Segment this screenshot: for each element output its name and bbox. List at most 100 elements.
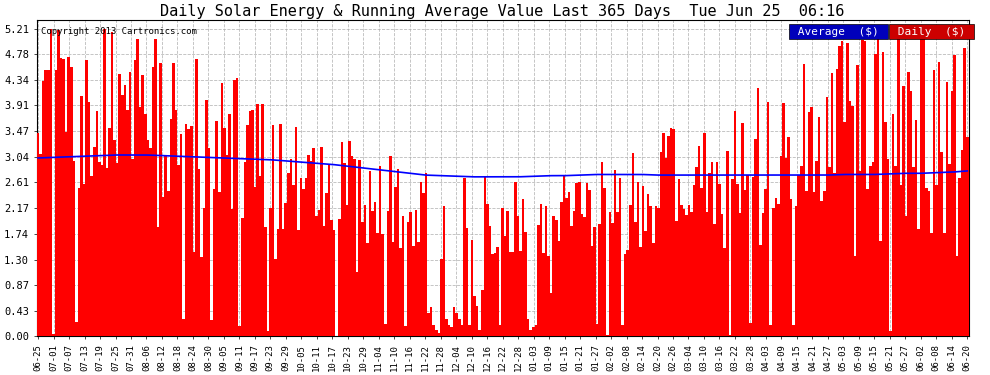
Bar: [67, 57, 70, 336]
Bar: [629, 206, 632, 336]
Bar: [326, 193, 328, 336]
Bar: [42, 81, 45, 336]
Bar: [803, 64, 805, 336]
Bar: [45, 70, 47, 336]
Bar: [624, 254, 627, 336]
Bar: [379, 166, 381, 336]
Bar: [785, 158, 787, 336]
Bar: [805, 191, 808, 336]
Bar: [471, 240, 473, 336]
Bar: [813, 192, 816, 336]
Bar: [151, 68, 154, 336]
Bar: [834, 173, 836, 336]
Bar: [555, 219, 557, 336]
Bar: [77, 189, 80, 336]
Bar: [892, 114, 895, 336]
Bar: [361, 222, 363, 336]
Bar: [826, 98, 828, 336]
Bar: [341, 142, 344, 336]
Bar: [57, 30, 59, 336]
Bar: [729, 335, 732, 336]
Bar: [923, 28, 925, 336]
Bar: [258, 176, 261, 336]
Bar: [743, 190, 746, 336]
Bar: [376, 233, 379, 336]
Bar: [420, 182, 423, 336]
Bar: [452, 307, 455, 336]
Text: Average  ($): Average ($): [791, 27, 886, 37]
Bar: [567, 192, 570, 336]
Bar: [114, 140, 116, 336]
Bar: [103, 28, 106, 336]
Bar: [174, 110, 177, 336]
Bar: [746, 175, 749, 336]
Bar: [366, 243, 368, 336]
Bar: [119, 74, 121, 336]
Bar: [931, 233, 933, 336]
Bar: [438, 333, 441, 336]
Bar: [601, 162, 604, 336]
Bar: [902, 86, 905, 336]
Bar: [774, 198, 777, 336]
Bar: [417, 242, 420, 336]
Bar: [284, 202, 287, 336]
Bar: [635, 222, 637, 336]
Bar: [381, 234, 384, 336]
Bar: [402, 216, 404, 336]
Bar: [371, 211, 374, 336]
Bar: [540, 204, 543, 336]
Bar: [565, 198, 567, 336]
Bar: [415, 210, 417, 336]
Bar: [895, 166, 897, 336]
Bar: [646, 194, 649, 336]
Bar: [226, 155, 229, 336]
Bar: [933, 70, 936, 336]
Bar: [499, 325, 501, 336]
Bar: [507, 211, 509, 336]
Bar: [726, 152, 729, 336]
Bar: [823, 191, 826, 336]
Bar: [961, 150, 963, 336]
Bar: [172, 63, 174, 336]
Bar: [779, 156, 782, 336]
Bar: [632, 153, 635, 336]
Bar: [195, 59, 198, 336]
Bar: [93, 147, 95, 336]
Bar: [792, 325, 795, 336]
Bar: [519, 251, 522, 336]
Bar: [853, 256, 856, 336]
Bar: [777, 204, 779, 336]
Bar: [223, 128, 226, 336]
Bar: [693, 185, 695, 336]
Bar: [435, 330, 438, 336]
Bar: [274, 259, 277, 336]
Bar: [264, 227, 266, 336]
Bar: [734, 111, 737, 336]
Bar: [871, 162, 874, 336]
Bar: [841, 41, 843, 336]
Bar: [399, 248, 402, 336]
Bar: [236, 78, 239, 336]
Bar: [289, 159, 292, 336]
Bar: [62, 59, 65, 336]
Bar: [680, 205, 683, 336]
Bar: [129, 72, 132, 336]
Bar: [654, 206, 657, 336]
Bar: [121, 95, 124, 336]
Bar: [198, 169, 200, 336]
Bar: [839, 46, 841, 336]
Bar: [350, 156, 353, 336]
Bar: [65, 132, 67, 336]
Bar: [659, 152, 662, 336]
Bar: [575, 183, 578, 336]
Bar: [481, 290, 483, 336]
Bar: [544, 206, 547, 336]
Bar: [742, 123, 743, 336]
Bar: [231, 210, 234, 336]
Bar: [695, 167, 698, 336]
Bar: [642, 186, 644, 336]
Bar: [88, 102, 90, 336]
Bar: [598, 224, 601, 336]
Bar: [910, 91, 913, 336]
Bar: [843, 122, 846, 336]
